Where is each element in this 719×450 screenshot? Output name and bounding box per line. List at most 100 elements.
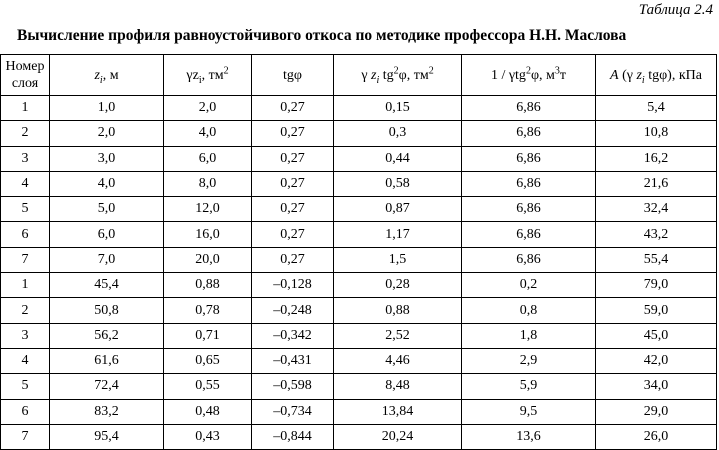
- cell-depth: 56,2: [49, 322, 164, 349]
- cell-gamma-z-tg2: 0,28: [333, 272, 462, 299]
- cell-a-value: 55,4: [595, 246, 717, 274]
- cell-gamma-z-tg2: 1,5: [333, 246, 462, 274]
- cell-gamma-z-tg2: 0,3: [333, 120, 462, 147]
- calculation-table: Номер слоя zi, м γzi, тм2 tgφ γ zi tg2φ,…: [0, 54, 717, 450]
- cell-tg-phi: –0,431: [251, 347, 334, 375]
- table-caption: Вычисление профиля равноустойчивого отко…: [17, 27, 627, 44]
- table-row: 1 45,4 0,88 –0,128 0,28 0,2 79,0: [0, 272, 717, 299]
- cell-inverse: 6,86: [461, 221, 596, 248]
- cell-depth: 5,0: [49, 196, 164, 223]
- cell-a-value: 42,0: [595, 347, 717, 375]
- cell-gamma-z: 20,0: [163, 246, 252, 274]
- header-depth: zi, м: [49, 54, 164, 96]
- cell-gamma-z: 0,88: [163, 272, 252, 299]
- cell-gamma-z-tg2: 8,48: [333, 373, 462, 400]
- cell-tg-phi: 0,27: [251, 246, 334, 274]
- table-number-label: Таблица 2.4: [638, 2, 713, 18]
- cell-layer-number: 7: [0, 246, 50, 274]
- table-row: 3 56,2 0,71 –0,342 2,52 1,8 45,0: [0, 322, 717, 349]
- cell-layer-number: 7: [0, 423, 50, 450]
- cell-a-value: 5,4: [595, 94, 717, 122]
- table-row: 5 72,4 0,55 –0,598 8,48 5,9 34,0: [0, 373, 717, 400]
- cell-gamma-z: 0,71: [163, 322, 252, 349]
- cell-tg-phi: –0,342: [251, 322, 334, 349]
- cell-layer-number: 1: [0, 272, 50, 299]
- cell-gamma-z-tg2: 0,87: [333, 196, 462, 223]
- cell-a-value: 16,2: [595, 145, 717, 172]
- header-row: Номер слоя zi, м γzi, тм2 tgφ γ zi tg2φ,…: [0, 54, 717, 96]
- cell-inverse: 6,86: [461, 170, 596, 198]
- header-layer-number: Номер слоя: [0, 54, 50, 96]
- cell-inverse: 13,6: [461, 423, 596, 450]
- header-inverse: 1 / γtg2φ, м3т: [461, 54, 596, 96]
- cell-inverse: 6,86: [461, 196, 596, 223]
- cell-inverse: 2,9: [461, 347, 596, 375]
- cell-depth: 2,0: [49, 120, 164, 147]
- header-inverse-c: т: [559, 67, 567, 83]
- header-layer-number-line2: слоя: [11, 76, 39, 91]
- cell-gamma-z: 0,48: [163, 398, 252, 425]
- header-gz-tg2-sup2: 2: [428, 64, 434, 76]
- cell-gamma-z: 4,0: [163, 120, 252, 147]
- cell-gamma-z: 0,43: [163, 423, 252, 450]
- cell-layer-number: 5: [0, 373, 50, 400]
- header-gz-tg2-gamma: γ: [361, 67, 371, 83]
- cell-inverse: 6,86: [461, 94, 596, 122]
- cell-a-value: 32,4: [595, 196, 717, 223]
- header-a-sub: i: [641, 74, 645, 86]
- header-inverse-sup2: 3: [554, 64, 560, 76]
- cell-layer-number: 4: [0, 170, 50, 198]
- header-gz-tg2-unit: φ, тм: [398, 67, 429, 83]
- table-row: 7 95,4 0,43 –0,844 20,24 13,6 26,0: [0, 423, 717, 450]
- cell-layer-number: 4: [0, 347, 50, 375]
- cell-inverse: 1,8: [461, 322, 596, 349]
- cell-inverse: 0,8: [461, 297, 596, 324]
- header-inverse-a: 1 / γtg: [490, 67, 526, 83]
- header-a-part2: tgφ), кПа: [644, 67, 702, 83]
- header-gz-tg2-sub: i: [376, 74, 380, 86]
- cell-inverse: 6,86: [461, 120, 596, 147]
- table-row: 4 4,0 8,0 0,27 0,58 6,86 21,6: [0, 170, 717, 198]
- header-inverse-b: φ, м: [530, 67, 555, 83]
- cell-layer-number: 2: [0, 297, 50, 324]
- table-row: 6 6,0 16,0 0,27 1,17 6,86 43,2: [0, 221, 717, 248]
- cell-a-value: 59,0: [595, 297, 717, 324]
- header-depth-unit: , м: [102, 67, 119, 83]
- table-row: 1 1,0 2,0 0,27 0,15 6,86 5,4: [0, 94, 717, 122]
- cell-tg-phi: 0,27: [251, 145, 334, 172]
- cell-a-value: 34,0: [595, 373, 717, 400]
- table-row: 2 50,8 0,78 –0,248 0,88 0,8 59,0: [0, 297, 717, 324]
- table-row: 4 61,6 0,65 –0,431 4,46 2,9 42,0: [0, 347, 717, 375]
- cell-gamma-z: 16,0: [163, 221, 252, 248]
- cell-gamma-z: 0,78: [163, 297, 252, 324]
- cell-depth: 61,6: [49, 347, 164, 375]
- cell-gamma-z-tg2: 20,24: [333, 423, 462, 450]
- cell-gamma-z-tg2: 0,88: [333, 297, 462, 324]
- cell-a-value: 21,6: [595, 170, 717, 198]
- header-inverse-sup: 2: [525, 64, 531, 76]
- cell-layer-number: 2: [0, 120, 50, 147]
- table-row: 2 2,0 4,0 0,27 0,3 6,86 10,8: [0, 120, 717, 147]
- cell-gamma-z-tg2: 4,46: [333, 347, 462, 375]
- cell-tg-phi: –0,248: [251, 297, 334, 324]
- table-row: 5 5,0 12,0 0,27 0,87 6,86 32,4: [0, 196, 717, 223]
- cell-tg-phi: 0,27: [251, 221, 334, 248]
- cell-inverse: 9,5: [461, 398, 596, 425]
- cell-gamma-z-tg2: 1,17: [333, 221, 462, 248]
- cell-depth: 45,4: [49, 272, 164, 299]
- header-a-value: A (γ zi tgφ), кПа: [595, 54, 717, 96]
- cell-depth: 4,0: [49, 170, 164, 198]
- cell-a-value: 79,0: [595, 272, 717, 299]
- header-a-var: A: [610, 67, 619, 83]
- table-body: 1 1,0 2,0 0,27 0,15 6,86 5,4 2 2,0 4,0 0,27 0,3 6,86…: [0, 94, 717, 450]
- cell-gamma-z: 0,55: [163, 373, 252, 400]
- cell-gamma-z-tg2: 2,52: [333, 322, 462, 349]
- cell-depth: 83,2: [49, 398, 164, 425]
- cell-depth: 7,0: [49, 246, 164, 274]
- cell-layer-number: 1: [0, 94, 50, 122]
- header-gamma-z-tg2: γ zi tg2φ, тм2: [333, 54, 462, 96]
- cell-gamma-z-tg2: 0,44: [333, 145, 462, 172]
- cell-tg-phi: –0,734: [251, 398, 334, 425]
- cell-depth: 1,0: [49, 94, 164, 122]
- table-row: 7 7,0 20,0 0,27 1,5 6,86 55,4: [0, 246, 717, 274]
